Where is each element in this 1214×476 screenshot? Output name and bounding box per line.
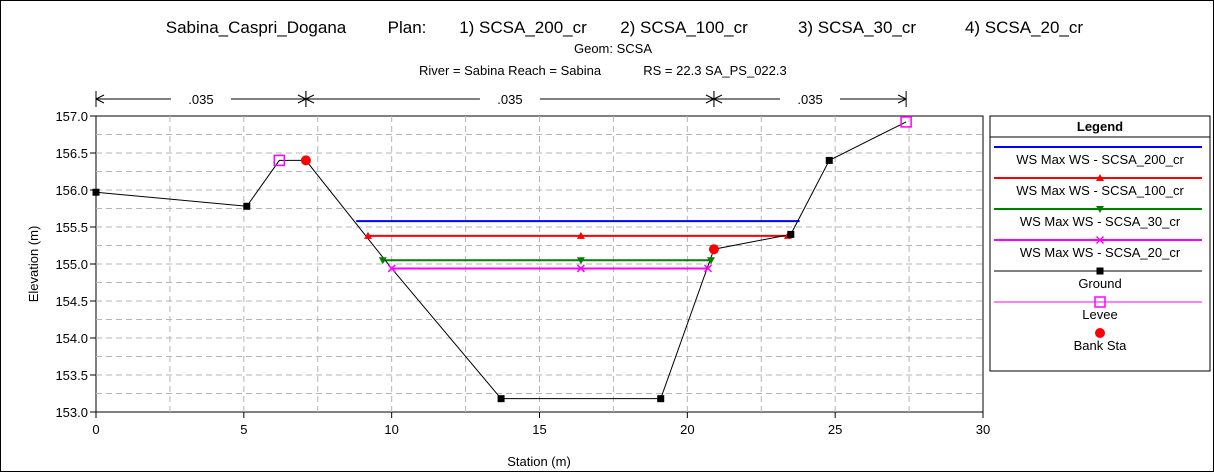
y-axis-ticks: 153.0 153.5 154.0 154.5 155.0 155.5 156.0 156.5… — [55, 109, 96, 420]
roughness-arrowhead — [297, 94, 307, 104]
x-tick-label: 10 — [384, 422, 398, 437]
x-tick-label: 15 — [532, 422, 546, 437]
marker-ws-max-ws-scsa-30-cr — [378, 257, 387, 265]
marker-ws-max-ws-scsa-30-cr — [576, 257, 585, 265]
marker-ground — [787, 230, 795, 238]
y-tick-label: 154.0 — [55, 331, 88, 346]
roughness-label: .035 — [188, 92, 213, 107]
y-tick-label: 154.5 — [55, 294, 88, 309]
x-tick-label: 30 — [976, 422, 990, 437]
y-tick-label: 157.0 — [55, 109, 88, 124]
x-axis-ticks: 0 5 10 15 20 25 30 — [92, 412, 990, 437]
series-markers — [92, 116, 912, 403]
legend-item-ws-max-ws-scsa-100-cr: WS Max WS - SCSA_100_cr — [994, 174, 1202, 198]
plan-label: Plan: — [388, 18, 427, 37]
river-reach-label: River = Sabina Reach = Sabina — [419, 63, 602, 78]
legend-label: Bank Sta — [1074, 338, 1128, 353]
legend-swatch-marker — [1096, 267, 1104, 275]
legend-title: Legend — [1077, 119, 1123, 134]
legend-label: WS Max WS - SCSA_200_cr — [1016, 152, 1184, 167]
grid — [96, 116, 983, 412]
roughness-arrowhead — [705, 94, 715, 104]
legend-label: WS Max WS - SCSA_20_cr — [1020, 245, 1181, 260]
x-tick-label: 5 — [240, 422, 247, 437]
legend-item-ground: Ground — [994, 267, 1202, 291]
y-tick-label: 153.0 — [55, 405, 88, 420]
marker-ground — [92, 188, 100, 196]
roughness-arrowhead — [95, 94, 105, 104]
rs-label: RS = 22.3 SA_PS_022.3 — [643, 63, 786, 78]
x-axis-label: Station (m) — [507, 454, 571, 469]
legend-label: WS Max WS - SCSA_30_cr — [1020, 214, 1181, 229]
chart-title: Sabina_Caspri_Dogana — [166, 18, 347, 37]
plan-3: 3) SCSA_30_cr — [798, 18, 916, 37]
marker-ws-max-ws-scsa-20-cr — [387, 264, 396, 273]
legend-label: Levee — [1082, 307, 1117, 322]
marker-ground — [243, 202, 251, 210]
geom-label: Geom: SCSA — [574, 41, 652, 56]
marker-ground — [825, 156, 833, 164]
marker-levee — [273, 154, 286, 167]
roughness-arrowhead — [897, 94, 907, 104]
x-tick-label: 20 — [680, 422, 694, 437]
marker-ws-max-ws-scsa-100-cr — [576, 231, 585, 239]
marker-ws-max-ws-scsa-30-cr — [706, 257, 715, 265]
marker-bank-sta — [300, 155, 311, 166]
legend-label: Ground — [1078, 276, 1121, 291]
x-tick-label: 0 — [92, 422, 99, 437]
plan-4: 4) SCSA_20_cr — [965, 18, 1083, 37]
y-axis-label: Elevation (m) — [26, 226, 41, 303]
marker-levee — [900, 116, 912, 128]
legend-item-ws-max-ws-scsa-30-cr: WS Max WS - SCSA_30_cr — [994, 206, 1202, 229]
legend-item-bank-sta: Bank Sta — [1074, 328, 1128, 353]
marker-bank-sta — [708, 244, 719, 255]
marker-ws-max-ws-scsa-100-cr — [364, 231, 373, 239]
marker-ground — [657, 395, 665, 403]
y-tick-label: 156.0 — [55, 183, 88, 198]
legend-swatch-marker — [1096, 174, 1104, 181]
legend-swatch-marker — [1095, 328, 1105, 338]
roughness-arrowhead — [305, 94, 315, 104]
roughness-label: .035 — [797, 92, 822, 107]
y-tick-label: 155.0 — [55, 257, 88, 272]
legend-swatch-marker — [1095, 235, 1105, 245]
legend-item-ws-max-ws-scsa-20-cr: WS Max WS - SCSA_20_cr — [994, 235, 1202, 260]
legend: Legend WS Max WS - SCSA_200_cr WS Max WS … — [989, 115, 1211, 372]
marker-ground — [497, 395, 505, 403]
y-tick-label: 155.5 — [55, 220, 88, 235]
legend-item-levee: Levee — [994, 296, 1202, 322]
roughness-annotations: .035 .035 .035 — [95, 91, 907, 107]
marker-ws-max-ws-scsa-20-cr — [703, 264, 713, 273]
marker-ws-max-ws-scsa-20-cr — [576, 264, 585, 273]
x-tick-label: 25 — [828, 422, 842, 437]
roughness-arrowhead — [713, 94, 723, 104]
legend-swatch-marker — [1094, 296, 1106, 308]
y-tick-label: 153.5 — [55, 368, 88, 383]
plan-1: 1) SCSA_200_cr — [459, 18, 587, 37]
roughness-label: .035 — [497, 92, 522, 107]
legend-swatch-marker — [1096, 206, 1104, 213]
plan-2: 2) SCSA_100_cr — [620, 18, 748, 37]
legend-item-ws-max-ws-scsa-200-cr: WS Max WS - SCSA_200_cr — [994, 146, 1202, 167]
legend-label: WS Max WS - SCSA_100_cr — [1016, 183, 1184, 198]
y-tick-label: 156.5 — [55, 146, 88, 161]
